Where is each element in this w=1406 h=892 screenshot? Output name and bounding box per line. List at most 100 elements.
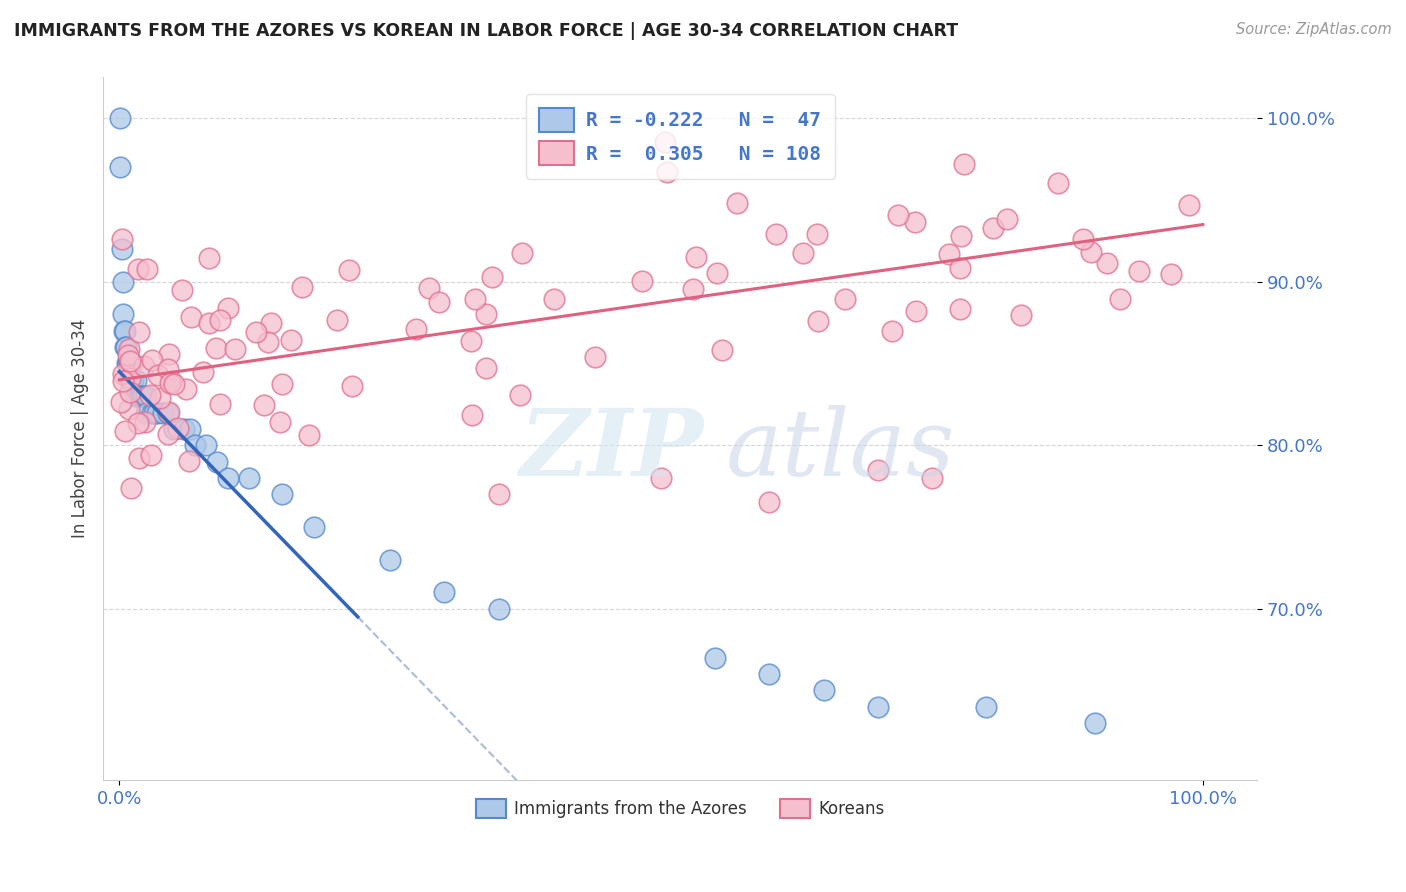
Point <box>238 471 260 485</box>
Point <box>134 415 156 429</box>
Point <box>725 196 748 211</box>
Point <box>197 251 219 265</box>
Point <box>184 438 207 452</box>
Point <box>120 371 142 385</box>
Point <box>121 356 143 370</box>
Point <box>950 229 973 244</box>
Point <box>1128 264 1150 278</box>
Point <box>148 368 170 383</box>
Point <box>938 247 960 261</box>
Point <box>121 373 143 387</box>
Point <box>205 341 228 355</box>
Point <box>110 112 132 126</box>
Legend: Immigrants from the Azores, Koreans: Immigrants from the Azores, Koreans <box>470 792 891 825</box>
Point <box>405 322 427 336</box>
Point <box>543 293 565 307</box>
Point <box>135 405 157 419</box>
Point <box>159 376 181 391</box>
Point <box>427 294 450 309</box>
Point <box>141 353 163 368</box>
Point <box>157 426 180 441</box>
Point <box>475 360 498 375</box>
Point <box>1071 232 1094 246</box>
Point <box>143 405 166 419</box>
Point <box>1160 267 1182 281</box>
Point <box>132 389 155 403</box>
Point <box>866 463 889 477</box>
Point <box>173 422 195 436</box>
Point <box>298 428 321 442</box>
Point <box>806 227 828 241</box>
Point <box>118 354 141 368</box>
Point <box>464 292 486 306</box>
Point <box>337 263 360 277</box>
Point <box>180 310 202 324</box>
Point <box>974 699 997 714</box>
Point <box>685 250 707 264</box>
Point <box>110 161 132 175</box>
Point <box>921 471 943 485</box>
Point <box>949 261 972 276</box>
Point <box>205 454 228 468</box>
Point <box>135 389 157 403</box>
Point <box>583 350 606 364</box>
Text: IMMIGRANTS FROM THE AZORES VS KOREAN IN LABOR FORCE | AGE 30-34 CORRELATION CHAR: IMMIGRANTS FROM THE AZORES VS KOREAN IN … <box>14 22 957 40</box>
Point <box>162 422 184 436</box>
Point <box>245 325 267 339</box>
Point <box>682 282 704 296</box>
Point <box>179 422 201 436</box>
Point <box>280 333 302 347</box>
Point <box>128 389 150 403</box>
Point <box>117 356 139 370</box>
Point <box>110 242 132 256</box>
Point <box>157 346 180 360</box>
Point <box>111 308 134 322</box>
Point <box>949 301 972 316</box>
Point <box>128 325 150 339</box>
Point <box>115 356 138 370</box>
Point <box>271 376 294 391</box>
Point <box>1178 198 1201 212</box>
Point <box>510 245 533 260</box>
Point <box>259 317 281 331</box>
Point <box>111 231 134 245</box>
Point <box>115 340 138 354</box>
Point <box>271 487 294 501</box>
Point <box>114 424 136 438</box>
Point <box>481 269 503 284</box>
Point <box>758 495 780 509</box>
Point <box>120 373 142 387</box>
Point <box>174 382 197 396</box>
Point <box>418 281 440 295</box>
Point <box>326 313 349 327</box>
Point <box>706 266 728 280</box>
Point <box>141 405 163 419</box>
Point <box>1083 716 1105 731</box>
Point <box>904 215 927 229</box>
Point <box>269 416 291 430</box>
Point <box>118 356 141 370</box>
Point <box>765 227 787 242</box>
Point <box>461 409 484 423</box>
Point <box>139 448 162 462</box>
Point <box>128 450 150 465</box>
Point <box>340 378 363 392</box>
Text: ZIP: ZIP <box>519 405 703 495</box>
Point <box>195 438 218 452</box>
Point <box>475 307 498 321</box>
Point <box>166 421 188 435</box>
Point <box>304 520 326 534</box>
Point <box>253 398 276 412</box>
Point <box>904 303 927 318</box>
Point <box>129 389 152 403</box>
Point <box>257 334 280 349</box>
Point <box>112 374 135 388</box>
Text: atlas: atlas <box>727 405 956 495</box>
Point <box>291 280 314 294</box>
Point <box>217 301 239 315</box>
Y-axis label: In Labor Force | Age 30-34: In Labor Force | Age 30-34 <box>72 319 89 539</box>
Point <box>120 481 142 495</box>
Point <box>157 405 180 419</box>
Point <box>177 454 200 468</box>
Point <box>460 334 482 348</box>
